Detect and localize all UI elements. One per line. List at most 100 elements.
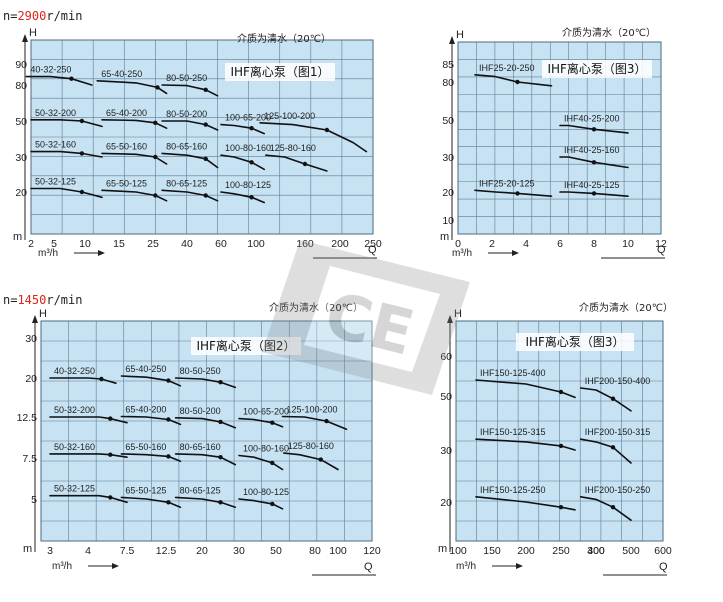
y-tick-label: 30 xyxy=(15,152,27,164)
series-point xyxy=(108,416,113,421)
chart-medium-note: 介质为清水（20℃） xyxy=(562,26,656,39)
series-point xyxy=(153,120,158,126)
series-line xyxy=(220,123,265,135)
series-point xyxy=(203,193,208,198)
series-line xyxy=(101,189,168,202)
y-tick-label: 60 xyxy=(440,351,452,363)
series-label: 65-40-250 xyxy=(125,364,166,374)
series-label: 65-40-250 xyxy=(101,69,142,79)
series-label: IHF25-20-250 xyxy=(479,63,535,73)
series-point xyxy=(203,87,208,93)
x-axis-arrow-icon xyxy=(98,250,105,256)
series-point xyxy=(558,443,564,449)
x-tick-label: 6 xyxy=(557,238,563,250)
series-line xyxy=(238,454,284,471)
series-label: 80-50-250 xyxy=(180,366,221,376)
x-tick-label: 2 xyxy=(28,238,34,250)
series-point xyxy=(79,189,85,195)
series-point xyxy=(558,389,564,395)
y-tick-label: 20 xyxy=(25,373,37,385)
y-axis-label: H xyxy=(454,308,462,320)
series-point xyxy=(270,460,275,466)
series-point xyxy=(79,151,85,156)
y-axis-unit: m xyxy=(23,543,32,555)
chart-medium-note: 介质为清水（20℃） xyxy=(269,301,363,314)
series-point xyxy=(318,457,323,462)
x-tick-label: 50 xyxy=(270,545,282,557)
series-line xyxy=(238,498,284,510)
series-label: 50-32-160 xyxy=(54,442,95,452)
y-axis-label: H xyxy=(29,27,37,39)
series-label: 50-32-200 xyxy=(54,405,95,415)
series-line xyxy=(25,75,93,86)
x-axis-unit: m³/h xyxy=(452,248,472,259)
x-tick-label: 15 xyxy=(113,238,125,250)
series-label: IHF40-25-200 xyxy=(564,114,620,124)
series-line xyxy=(220,154,265,171)
y-tick-label: 50 xyxy=(442,115,454,127)
series-point xyxy=(218,455,223,460)
series-line xyxy=(161,189,219,202)
x-tick-label: 100 xyxy=(449,545,467,557)
series-label: IHF150-125-315 xyxy=(480,427,546,437)
y-axis-unit: m xyxy=(440,231,449,243)
y-tick-label: 90 xyxy=(15,59,27,71)
series-line xyxy=(120,496,182,508)
x-tick-label: 4 xyxy=(523,238,529,250)
series-line xyxy=(579,438,632,464)
x-tick-label: 10 xyxy=(622,238,634,250)
series-line xyxy=(475,496,576,511)
x-tick-label: 80 xyxy=(309,545,321,557)
y-axis-arrow-icon xyxy=(22,34,28,42)
series-point xyxy=(99,376,104,382)
series-line xyxy=(220,191,265,204)
x-tick-label: 3 xyxy=(47,545,53,557)
x-tick-label: 30 xyxy=(233,545,245,557)
y-axis-arrow-icon xyxy=(449,36,455,44)
y-tick-label: 80 xyxy=(15,80,27,92)
series-point xyxy=(203,156,208,161)
series-point xyxy=(270,420,275,425)
series-label: 65-50-125 xyxy=(106,178,147,188)
chart-title-box xyxy=(191,337,301,355)
series-line xyxy=(161,120,219,131)
series-point xyxy=(610,505,616,510)
series-point xyxy=(218,500,223,505)
chart-title: IHF离心泵（图3） xyxy=(547,61,646,76)
x-tick-label: 100 xyxy=(247,238,265,250)
series-label: 65-50-160 xyxy=(125,442,166,452)
series-line xyxy=(475,438,576,451)
series-line xyxy=(281,415,348,431)
x-tick-label: 8 xyxy=(591,238,597,250)
series-line xyxy=(49,377,117,384)
y-tick-label: 30 xyxy=(442,152,454,164)
series-label: IHF200-150-400 xyxy=(585,376,651,386)
watermark-inner xyxy=(304,266,440,372)
x-tick-label: 25 xyxy=(147,238,159,250)
series-point xyxy=(515,191,520,196)
series-label: 100-80-160 xyxy=(225,143,271,153)
series-label: 65-40-200 xyxy=(125,405,166,415)
chart-title-box xyxy=(516,333,634,351)
series-label: 80-50-200 xyxy=(166,109,207,119)
series-line xyxy=(96,80,168,95)
series-label: 100-80-125 xyxy=(243,487,289,497)
series-line xyxy=(120,453,182,463)
series-label: IHF40-25-160 xyxy=(564,145,620,155)
series-label: 80-65-125 xyxy=(166,178,207,188)
series-line xyxy=(174,496,237,508)
series-line xyxy=(120,375,182,387)
y-tick-label: 30 xyxy=(25,333,37,345)
chart-panel-1: Hmm³/hQ251015254060100160200250908050302… xyxy=(13,27,382,259)
series-line xyxy=(120,415,182,426)
series-point xyxy=(218,380,223,385)
series-point xyxy=(166,500,171,505)
x-tick-label: 60 xyxy=(215,238,227,250)
x-axis-unit: m³/h xyxy=(456,561,476,572)
series-point xyxy=(153,193,158,198)
y-tick-label: 20 xyxy=(440,497,452,509)
series-line xyxy=(161,84,219,97)
series-point xyxy=(153,154,158,160)
series-line xyxy=(101,152,168,165)
series-point xyxy=(249,160,254,165)
